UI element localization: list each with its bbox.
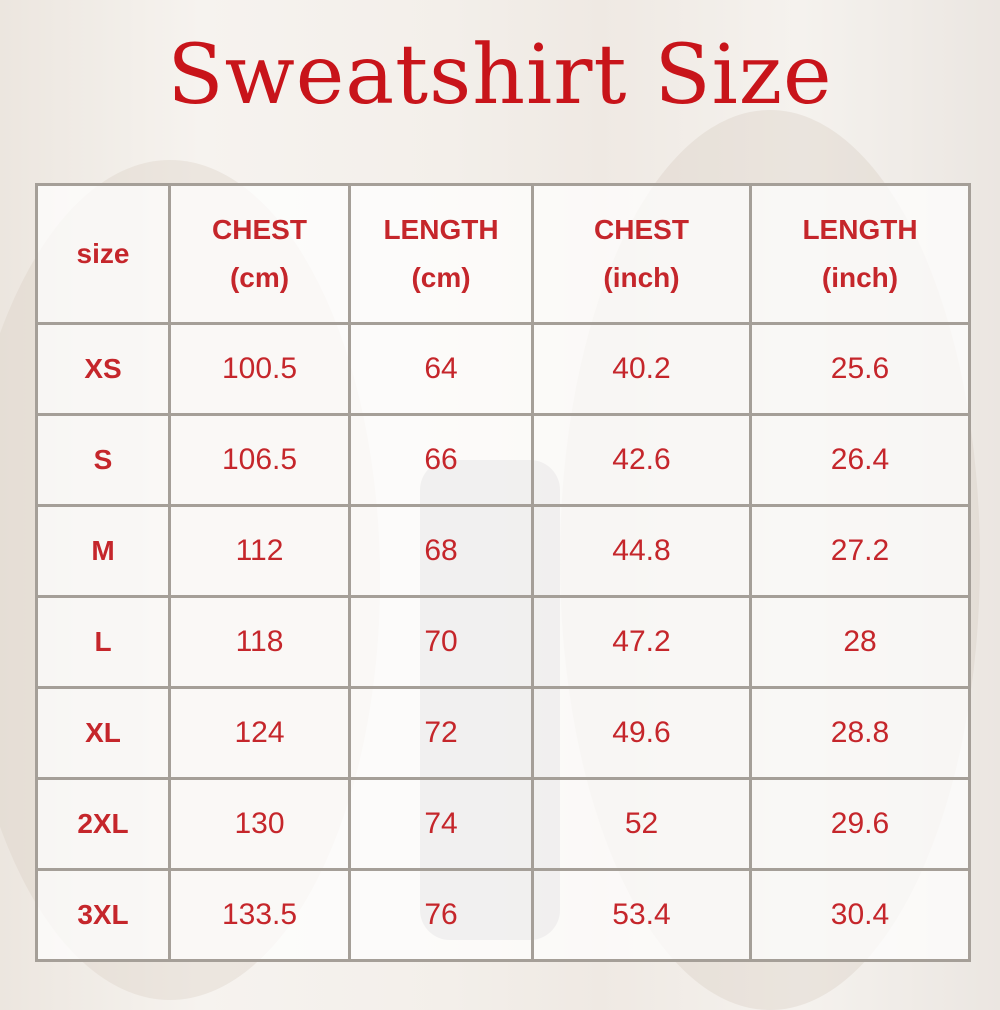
header-label: size [76, 238, 130, 269]
cell-length-inch: 26.4 [749, 413, 971, 507]
cell-size: L [35, 595, 171, 689]
cell-chest-inch: 53.4 [531, 868, 752, 962]
cell-length-cm: 66 [348, 413, 534, 507]
cell-chest-inch: 49.6 [531, 686, 752, 780]
cell-length-inch: 30.4 [749, 868, 971, 962]
cell-size: XS [35, 322, 171, 416]
cell-chest-inch: 42.6 [531, 413, 752, 507]
header-unit: (cm) [229, 262, 290, 293]
header-label: LENGTH [802, 214, 918, 245]
header-length-cm: LENGTH (cm) [348, 183, 534, 325]
cell-length-cm: 72 [348, 686, 534, 780]
cell-chest-inch: 40.2 [531, 322, 752, 416]
cell-chest-cm: 100.5 [168, 322, 351, 416]
table-row: 2XL 130 74 52 29.6 [35, 777, 971, 871]
cell-length-inch: 28.8 [749, 686, 971, 780]
cell-size: 2XL [35, 777, 171, 871]
cell-length-inch: 27.2 [749, 504, 971, 598]
table-row: L 118 70 47.2 28 [35, 595, 971, 689]
cell-size: S [35, 413, 171, 507]
cell-size: M [35, 504, 171, 598]
page-title: Sweatshirt Size [167, 28, 833, 123]
cell-chest-cm: 130 [168, 777, 351, 871]
cell-size: XL [35, 686, 171, 780]
header-chest-inch: CHEST (inch) [531, 183, 752, 325]
size-chart-table: size CHEST (cm) LENGTH (cm) CHEST (inch) LE… [35, 183, 971, 962]
cell-size: 3XL [35, 868, 171, 962]
header-size: size [35, 183, 171, 325]
table-row: M 112 68 44.8 27.2 [35, 504, 971, 598]
header-label: CHEST [212, 214, 307, 245]
cell-length-inch: 25.6 [749, 322, 971, 416]
header-unit: (cm) [411, 262, 471, 293]
table-row: XS 100.5 64 40.2 25.6 [35, 322, 971, 416]
table-row: S 106.5 66 42.6 26.4 [35, 413, 971, 507]
cell-length-inch: 28 [749, 595, 971, 689]
cell-chest-inch: 47.2 [531, 595, 752, 689]
header-label: LENGTH [383, 214, 499, 245]
cell-chest-cm: 112 [168, 504, 351, 598]
cell-chest-cm: 133.5 [168, 868, 351, 962]
cell-chest-cm: 106.5 [168, 413, 351, 507]
header-length-inch: LENGTH (inch) [749, 183, 971, 325]
cell-length-cm: 76 [348, 868, 534, 962]
header-unit: (inch) [603, 262, 680, 293]
header-chest-cm: CHEST (cm) [168, 183, 351, 325]
cell-length-inch: 29.6 [749, 777, 971, 871]
header-label: CHEST [594, 214, 689, 245]
cell-length-cm: 74 [348, 777, 534, 871]
cell-chest-cm: 118 [168, 595, 351, 689]
header-row: size CHEST (cm) LENGTH (cm) CHEST (inch) LE… [35, 183, 971, 325]
header-unit: (inch) [821, 262, 899, 293]
table-row: XL 124 72 49.6 28.8 [35, 686, 971, 780]
cell-chest-inch: 44.8 [531, 504, 752, 598]
cell-chest-inch: 52 [531, 777, 752, 871]
cell-length-cm: 68 [348, 504, 534, 598]
cell-length-cm: 70 [348, 595, 534, 689]
table-row: 3XL 133.5 76 53.4 30.4 [35, 868, 971, 962]
cell-length-cm: 64 [348, 322, 534, 416]
cell-chest-cm: 124 [168, 686, 351, 780]
